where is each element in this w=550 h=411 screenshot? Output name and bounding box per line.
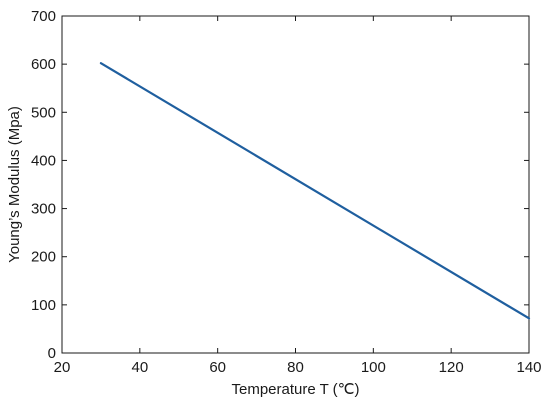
x-tick-label: 20 — [54, 359, 71, 376]
x-tick-label: 120 — [439, 359, 464, 376]
x-axis-label: Temperature T (℃) — [232, 381, 360, 398]
y-tick-label: 600 — [31, 56, 56, 73]
plot-area-frame — [61, 15, 530, 354]
series-line — [99, 62, 531, 320]
y-tick-label: 200 — [31, 249, 56, 266]
x-axis: 20 40 60 80 100 120 140 — [54, 16, 542, 376]
x-tick-label: 60 — [209, 359, 226, 376]
y-tick-label: 300 — [31, 201, 56, 218]
x-tick-label: 100 — [361, 359, 386, 376]
x-tick-label: 80 — [287, 359, 304, 376]
series-layer — [99, 62, 531, 320]
y-tick-label: 0 — [48, 345, 56, 362]
y-axis-label: Young’s Modulus (Mpa) — [6, 106, 23, 263]
x-tick-label: 140 — [516, 359, 541, 376]
y-tick-label: 700 — [31, 8, 56, 25]
y-axis: 0 100 200 300 400 500 600 700 — [31, 8, 529, 362]
x-tick-label: 40 — [131, 359, 148, 376]
y-tick-label: 100 — [31, 297, 56, 314]
y-tick-label: 500 — [31, 104, 56, 121]
y-tick-label: 400 — [31, 152, 56, 169]
